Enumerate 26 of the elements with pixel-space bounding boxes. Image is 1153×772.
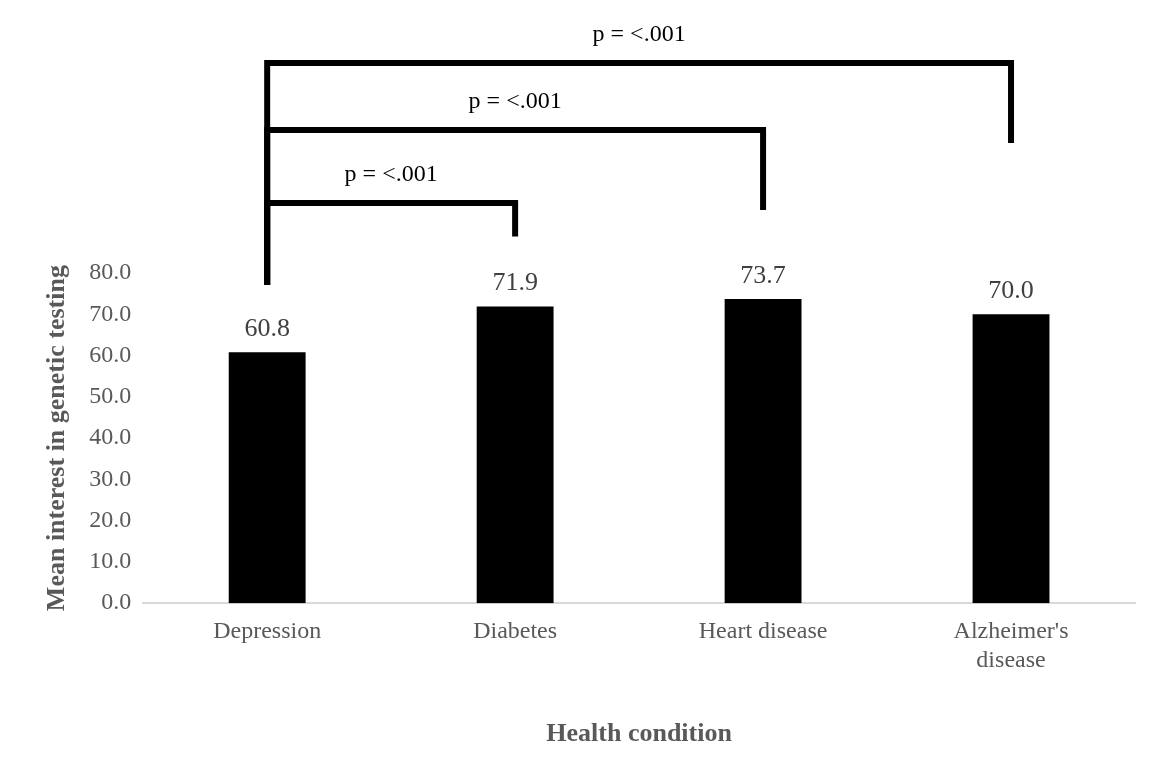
x-tick-label: Depression — [213, 616, 322, 643]
y-tick-label: 20.0 — [89, 505, 132, 532]
data-label: 60.8 — [244, 313, 290, 343]
y-tick-label: 10.0 — [89, 547, 132, 574]
y-tick-label: 60.0 — [89, 340, 132, 367]
x-tick-label: Diabetes — [473, 616, 558, 643]
x-axis-title: Health condition — [546, 718, 733, 748]
text: p = <.001 — [592, 20, 686, 47]
y-tick-label: 0.0 — [101, 588, 132, 615]
y-tick-label: 50.0 — [89, 382, 132, 409]
bar — [724, 299, 802, 604]
data-label: 70.0 — [988, 275, 1034, 305]
bar — [228, 352, 306, 604]
bar — [476, 306, 554, 604]
text: p = <.001 — [344, 160, 438, 187]
bar — [972, 314, 1050, 604]
y-axis-title: Mean interest in genetic testing — [41, 265, 71, 612]
y-tick-label: 80.0 — [89, 258, 132, 285]
text: p = <.001 — [468, 87, 562, 114]
y-tick-label: 30.0 — [89, 464, 132, 491]
data-label: 71.9 — [492, 267, 538, 297]
y-tick-label: 70.0 — [89, 299, 132, 326]
data-label: 73.7 — [740, 259, 786, 289]
y-tick-label: 40.0 — [89, 423, 132, 450]
x-tick-label: Heart disease — [698, 616, 828, 643]
x-tick-label: Alzheimer's disease — [953, 616, 1069, 672]
